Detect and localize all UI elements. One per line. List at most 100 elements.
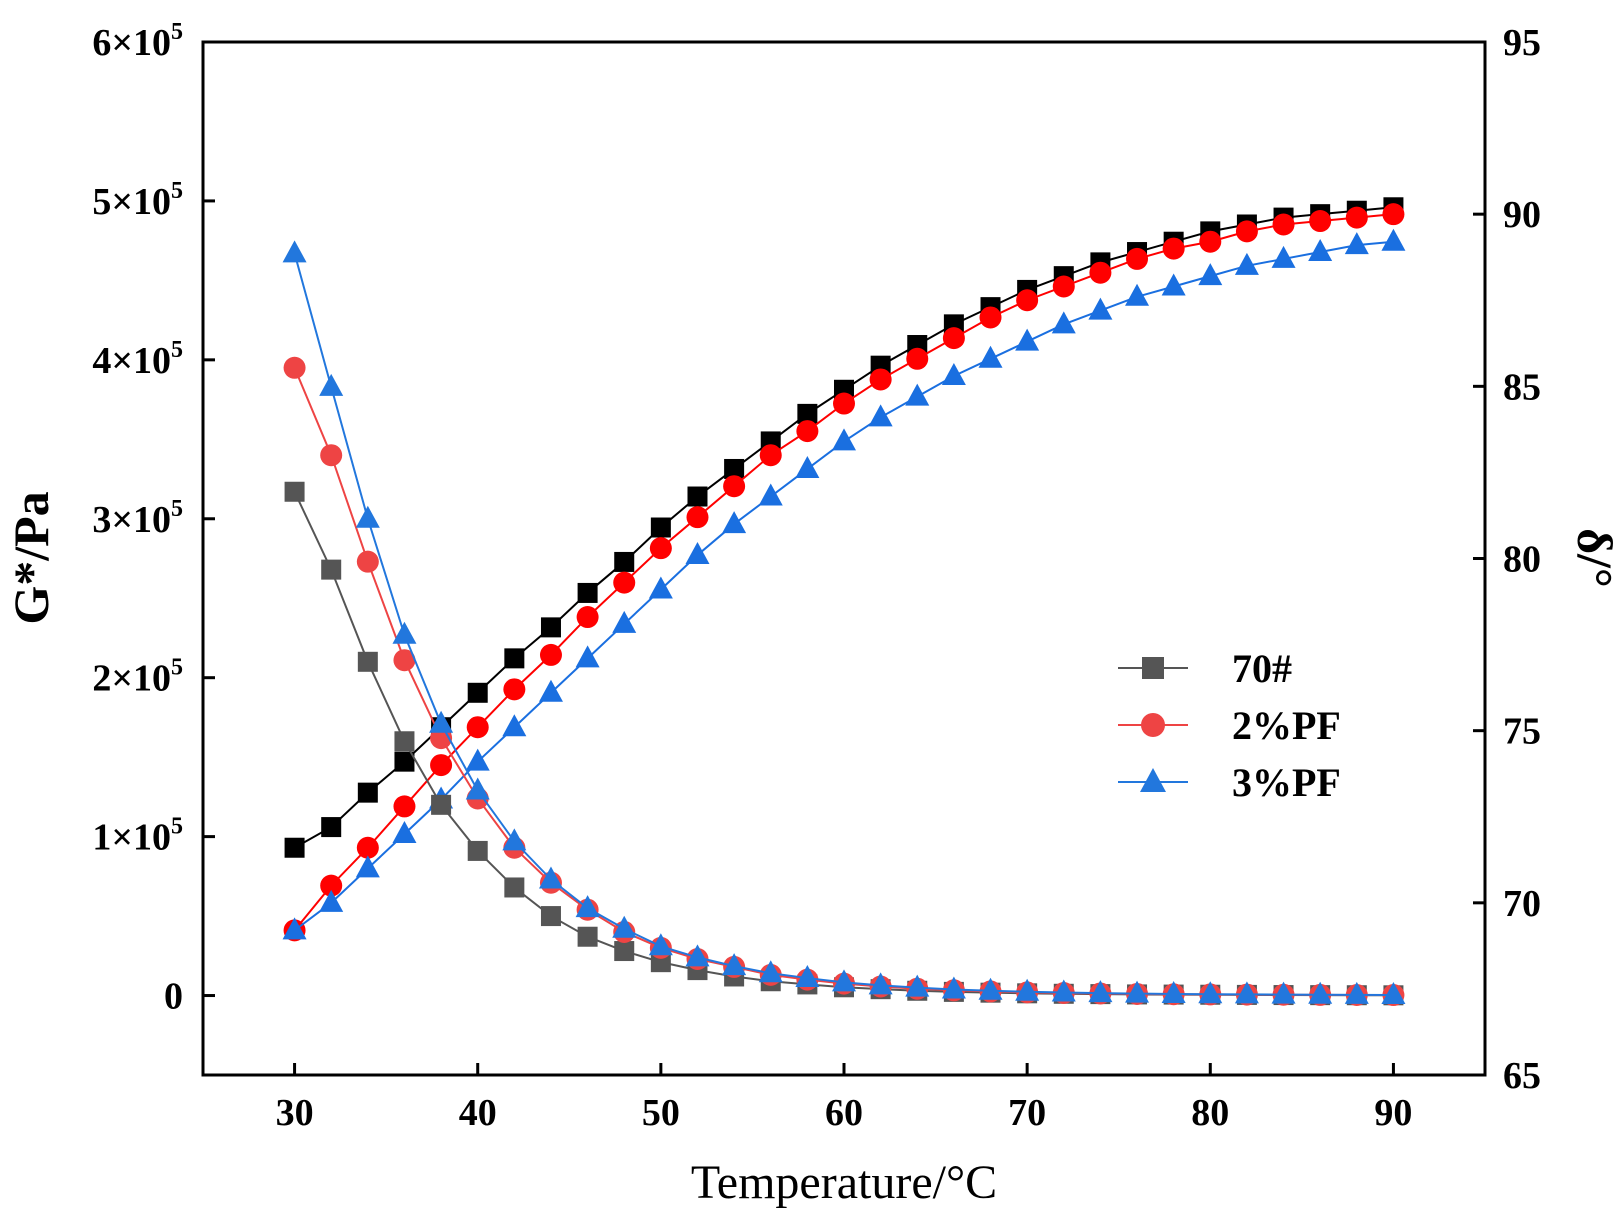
data-point — [758, 960, 783, 983]
data-point — [1161, 273, 1186, 296]
data-point — [796, 420, 819, 443]
legend-label: 70# — [1232, 646, 1292, 691]
y-left-tick-label: 3×105 — [92, 496, 183, 541]
data-point — [685, 944, 710, 967]
data-point — [357, 651, 378, 672]
data-point — [577, 926, 598, 947]
x-tick-label: 60 — [825, 1092, 863, 1134]
data-point — [1271, 245, 1296, 268]
y-right-tick-label: 85 — [1503, 366, 1541, 408]
data-point — [1272, 213, 1295, 236]
series-δ-2%PF — [283, 203, 1405, 942]
data-point — [576, 606, 599, 629]
data-point — [1161, 980, 1186, 1003]
data-point — [1345, 206, 1368, 229]
data-point — [648, 576, 673, 599]
data-point — [539, 643, 562, 666]
data-point — [905, 383, 930, 406]
data-point — [833, 392, 855, 415]
data-point — [282, 917, 307, 940]
data-point — [393, 649, 416, 672]
data-point — [320, 874, 343, 897]
x-tick-label: 80 — [1191, 1092, 1229, 1134]
data-point — [868, 972, 893, 995]
y-right-tick-label: 80 — [1503, 539, 1541, 581]
data-point — [905, 974, 930, 997]
data-point — [1198, 981, 1223, 1004]
data-point — [1234, 981, 1259, 1004]
data-point — [1088, 980, 1113, 1003]
data-point — [613, 571, 636, 594]
data-point — [540, 617, 561, 638]
legend-marker — [1142, 657, 1164, 679]
y-left-tick-label: 4×105 — [92, 337, 183, 382]
data-point — [503, 678, 526, 701]
data-point — [1198, 263, 1223, 286]
data-point — [723, 475, 746, 498]
data-point — [577, 582, 598, 603]
data-point — [1052, 275, 1075, 298]
data-point — [1015, 328, 1040, 351]
data-point — [356, 836, 379, 859]
data-point — [466, 716, 489, 739]
data-point — [284, 837, 305, 858]
ticks-layer: 30 40 50 60 70 80 90 0 1×105 2×105 3×105 4×105 5×105… — [92, 19, 1541, 1134]
data-point — [392, 621, 417, 644]
data-point — [319, 889, 344, 912]
y-right-tick-label: 70 — [1503, 883, 1541, 925]
data-point — [465, 777, 490, 800]
data-point — [321, 817, 342, 838]
series-G*-3%PF — [282, 240, 1406, 1004]
data-point — [355, 505, 380, 528]
data-point — [1162, 237, 1185, 260]
data-point — [429, 710, 454, 733]
data-point — [321, 559, 342, 580]
data-point — [538, 866, 563, 889]
data-point — [1051, 979, 1076, 1002]
series-δ-3%PF — [282, 228, 1406, 940]
data-point — [393, 795, 416, 818]
x-tick-label: 90 — [1374, 1092, 1412, 1134]
data-point — [1125, 283, 1150, 306]
data-point — [1308, 981, 1333, 1004]
data-point — [759, 444, 782, 467]
legend-label: 3%PF — [1232, 760, 1341, 805]
data-point — [1015, 978, 1040, 1001]
data-point — [1088, 297, 1113, 320]
data-point — [978, 977, 1003, 1000]
data-point — [1235, 220, 1258, 243]
legend-marker — [1141, 713, 1165, 737]
y-right-tick-label: 65 — [1503, 1055, 1541, 1097]
data-point — [1234, 252, 1259, 275]
data-point — [1382, 203, 1405, 226]
legend-label: 2%PF — [1232, 703, 1341, 748]
data-point — [394, 731, 415, 752]
y-left-tick-label: 2×105 — [92, 655, 183, 700]
data-point — [320, 444, 343, 467]
data-point — [319, 373, 344, 396]
data-point — [614, 941, 635, 962]
data-point — [1126, 247, 1149, 270]
data-point — [465, 748, 490, 771]
data-point — [504, 877, 525, 898]
data-point — [832, 969, 856, 992]
data-point — [906, 347, 929, 370]
data-point — [649, 537, 672, 560]
x-tick-label: 70 — [1008, 1092, 1046, 1134]
data-point — [722, 511, 747, 534]
data-point — [1381, 228, 1406, 251]
y-right-tick-label: 75 — [1503, 711, 1541, 753]
data-point — [941, 363, 966, 386]
data-point — [868, 404, 893, 427]
data-point — [540, 906, 561, 927]
data-point — [1308, 239, 1333, 262]
data-point — [430, 754, 453, 777]
data-point — [431, 794, 452, 815]
data-point — [1309, 210, 1332, 233]
data-point — [284, 481, 305, 502]
data-point — [355, 855, 380, 878]
y-left-tick-label: 1×105 — [92, 814, 183, 859]
data-point — [869, 368, 892, 391]
